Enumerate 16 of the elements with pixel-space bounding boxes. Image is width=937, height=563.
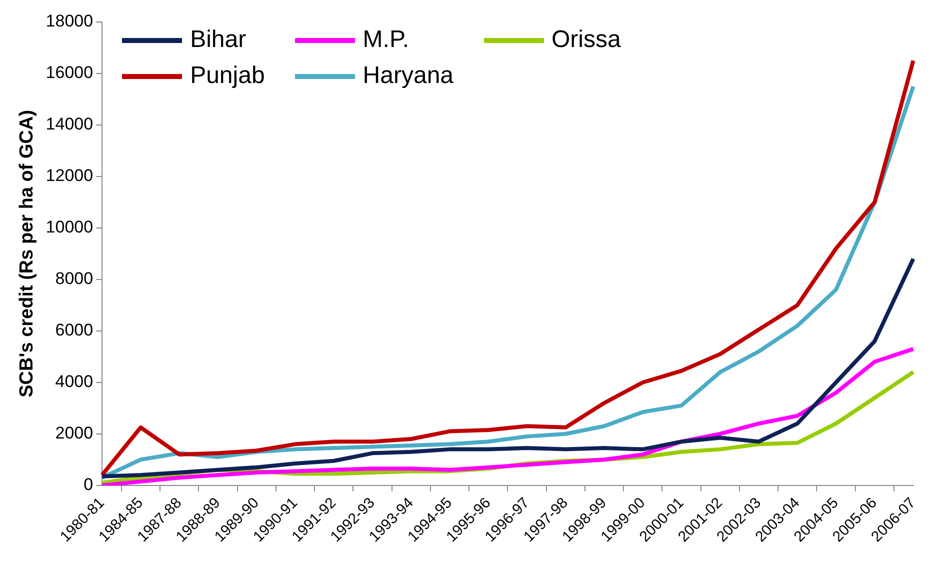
y-tick-label: 8000 [55, 269, 94, 288]
y-axis-title: SCB's credit (Rs per ha of GCA) [16, 110, 38, 398]
legend-label: Orissa [552, 26, 621, 54]
y-tick-label: 12000 [46, 166, 94, 186]
y-tick-label: 18000 [46, 12, 94, 31]
y-tick-label: 14000 [46, 114, 94, 134]
y-tick-label: 4000 [55, 372, 94, 392]
y-tick-label: 6000 [55, 320, 94, 340]
y-tick-label: 0 [84, 475, 94, 494]
legend-label: Punjab [190, 62, 265, 90]
legend-label: M.P. [362, 26, 410, 54]
y-tick-label: 16000 [46, 63, 94, 82]
y-tick-label: 10000 [46, 218, 94, 237]
legend-label: Haryana [362, 62, 454, 90]
y-tick-label: 2000 [55, 424, 94, 443]
legend-label: Bihar [190, 26, 246, 54]
